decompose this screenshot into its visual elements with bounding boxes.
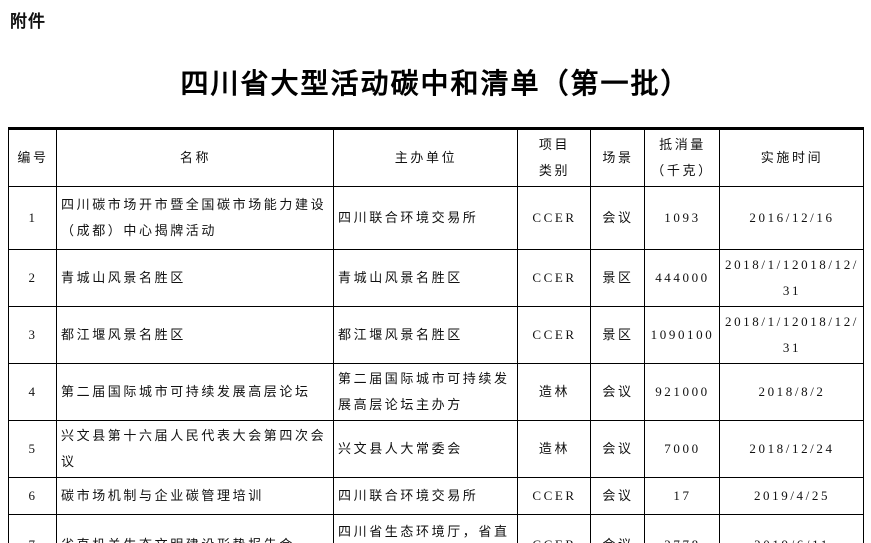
cell-offset: 1093 — [644, 186, 720, 250]
table-row: 4 第二届国际城市可持续发展高层论坛 第二届国际城市可持续发展高层论坛主办方 造… — [8, 363, 864, 421]
cell-organizer: 四川联合环境交易所 — [333, 186, 518, 250]
cell-organizer: 青城山风景名胜区 — [333, 249, 518, 307]
header-name: 名称 — [56, 128, 334, 187]
cell-time: 2018/1/12018/12/31 — [719, 306, 864, 364]
header-row: 编号 名称 主办单位 项目 类别 场景 抵消量 （千克） 实施时间 — [8, 128, 864, 187]
cell-project-type: CCER — [517, 249, 591, 307]
cell-time: 2018/1/12018/12/31 — [719, 249, 864, 307]
cell-name: 四川碳市场开市暨全国碳市场能力建设（成都）中心揭牌活动 — [56, 186, 334, 250]
table-header: 编号 名称 主办单位 项目 类别 场景 抵消量 （千克） 实施时间 — [8, 128, 864, 187]
table-row: 6 碳市场机制与企业碳管理培训 四川联合环境交易所 CCER 会议 17 201… — [8, 477, 864, 515]
page-title: 四川省大型活动碳中和清单（第一批） — [180, 69, 691, 100]
header-project-type: 项目 类别 — [517, 128, 591, 187]
cell-time: 2019/4/25 — [719, 477, 864, 515]
cell-offset: 444000 — [644, 249, 720, 307]
cell-scene: 会议 — [590, 477, 645, 515]
table-row: 2 青城山风景名胜区 青城山风景名胜区 CCER 景区 444000 2018/… — [8, 249, 864, 307]
cell-offset: 1090100 — [644, 306, 720, 364]
cell-organizer: 都江堰风景名胜区 — [333, 306, 518, 364]
cell-no: 3 — [8, 306, 57, 364]
cell-offset: 921000 — [644, 363, 720, 421]
cell-scene: 景区 — [590, 306, 645, 364]
cell-scene: 景区 — [590, 249, 645, 307]
cell-name: 第二届国际城市可持续发展高层论坛 — [56, 363, 334, 421]
cell-no: 7 — [8, 514, 57, 543]
cell-no: 4 — [8, 363, 57, 421]
cell-time: 2019/6/11 — [719, 514, 864, 543]
header-time: 实施时间 — [719, 128, 864, 187]
cell-no: 5 — [8, 420, 57, 478]
cell-project-type: 造林 — [517, 363, 591, 421]
carbon-neutrality-table: 编号 名称 主办单位 项目 类别 场景 抵消量 （千克） 实施时间 1 四川碳市… — [8, 127, 864, 543]
attachment-label: 附件 — [10, 12, 46, 31]
table-row: 5 兴文县第十六届人民代表大会第四次会议 兴文县人大常委会 造林 会议 7000… — [8, 420, 864, 478]
header-offset: 抵消量 （千克） — [644, 128, 720, 187]
header-no: 编号 — [8, 128, 57, 187]
cell-project-type: CCER — [517, 186, 591, 250]
cell-no: 6 — [8, 477, 57, 515]
cell-no: 2 — [8, 249, 57, 307]
cell-no: 1 — [8, 186, 57, 250]
cell-time: 2018/8/2 — [719, 363, 864, 421]
cell-name: 省直机关生态文明建设形势报告会 — [56, 514, 334, 543]
cell-organizer: 兴文县人大常委会 — [333, 420, 518, 478]
table-row: 7 省直机关生态文明建设形势报告会 四川省生态环境厅，省直工委 CCER 会议 … — [8, 514, 864, 543]
cell-scene: 会议 — [590, 186, 645, 250]
cell-offset: 2778 — [644, 514, 720, 543]
header-organizer: 主办单位 — [333, 128, 518, 187]
cell-offset: 17 — [644, 477, 720, 515]
cell-project-type: 造林 — [517, 420, 591, 478]
cell-name: 碳市场机制与企业碳管理培训 — [56, 477, 334, 515]
table-row: 1 四川碳市场开市暨全国碳市场能力建设（成都）中心揭牌活动 四川联合环境交易所 … — [8, 186, 864, 250]
cell-organizer: 四川省生态环境厅，省直工委 — [333, 514, 518, 543]
cell-project-type: CCER — [517, 306, 591, 364]
table-body: 1 四川碳市场开市暨全国碳市场能力建设（成都）中心揭牌活动 四川联合环境交易所 … — [8, 186, 864, 543]
cell-project-type: CCER — [517, 514, 591, 543]
cell-time: 2018/12/24 — [719, 420, 864, 478]
table-row: 3 都江堰风景名胜区 都江堰风景名胜区 CCER 景区 1090100 2018… — [8, 306, 864, 364]
cell-project-type: CCER — [517, 477, 591, 515]
cell-name: 青城山风景名胜区 — [56, 249, 334, 307]
cell-name: 兴文县第十六届人民代表大会第四次会议 — [56, 420, 334, 478]
cell-scene: 会议 — [590, 363, 645, 421]
cell-name: 都江堰风景名胜区 — [56, 306, 334, 364]
cell-scene: 会议 — [590, 420, 645, 478]
header-scene: 场景 — [590, 128, 645, 187]
cell-offset: 7000 — [644, 420, 720, 478]
cell-scene: 会议 — [590, 514, 645, 543]
cell-organizer: 第二届国际城市可持续发展高层论坛主办方 — [333, 363, 518, 421]
cell-time: 2016/12/16 — [719, 186, 864, 250]
cell-organizer: 四川联合环境交易所 — [333, 477, 518, 515]
